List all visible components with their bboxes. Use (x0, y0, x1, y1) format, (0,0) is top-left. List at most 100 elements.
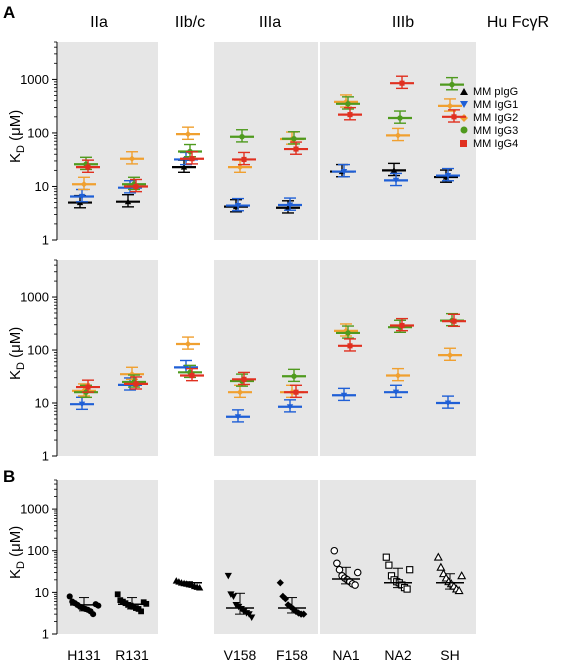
data-point (78, 193, 86, 200)
data-point (124, 198, 132, 205)
data-point (454, 585, 464, 595)
data-point (286, 202, 294, 209)
data-point (347, 343, 353, 349)
panel-label-b: B (3, 467, 15, 486)
data-point (95, 602, 102, 609)
chart-panel: 1 10 100 1000 KD (μM) (7, 259, 466, 464)
x-tick-label: V158 (224, 647, 257, 663)
data-point (457, 571, 467, 580)
data-point (80, 181, 88, 188)
data-point (114, 591, 121, 598)
shaded-band (214, 480, 318, 634)
data-point (85, 164, 91, 170)
y-tick-label: 10 (35, 396, 49, 411)
header-iiia: IIIa (259, 14, 281, 31)
data-point (85, 384, 91, 390)
chart-panel: 1 10 100 1000 KD (μM) (7, 41, 466, 248)
data-point (284, 601, 292, 609)
y-axis-label-main: K (7, 569, 24, 579)
header-iia: IIa (90, 14, 108, 31)
shaded-band (214, 260, 318, 456)
data-point (335, 565, 344, 574)
data-point (184, 130, 192, 138)
y-tick-label: 1 (42, 233, 49, 248)
legend-item: MM pIgG (460, 86, 518, 98)
data-point (143, 600, 150, 607)
legend-item: MM IgG3 (460, 125, 518, 137)
data-point (390, 167, 398, 173)
data-point (236, 163, 244, 171)
data-point (300, 610, 308, 618)
legend-label: MM pIgG (473, 86, 518, 98)
data-point (403, 585, 411, 593)
shaded-group-bands (58, 42, 476, 634)
data-point (248, 614, 256, 622)
data-point (451, 318, 457, 324)
legend-item: MM IgG1 (460, 99, 518, 111)
data-point (234, 414, 242, 420)
legend-marker-igg1 (460, 101, 468, 108)
y-tick-label: 100 (27, 125, 49, 140)
shaded-band (58, 42, 158, 240)
data-point (189, 372, 195, 379)
y-axis-label-main: K (7, 153, 24, 163)
data-point (224, 572, 232, 580)
data-point (292, 607, 300, 615)
data-point (392, 389, 400, 396)
chart-panel: 1 10 100 1000 KD (μM) H131 R131 V158 F158 NA1 NA2 S… (7, 479, 467, 663)
y-tick-label: 10 (35, 179, 49, 194)
data-point (182, 364, 190, 371)
data-point (345, 101, 351, 107)
header-iibc: IIb/c (175, 14, 205, 31)
data-point (78, 401, 86, 408)
y-axis-label-unit: (μM) (7, 110, 24, 145)
y-tick-label: 1000 (20, 502, 49, 517)
data-point (399, 322, 405, 329)
data-point (392, 177, 400, 184)
data-point (399, 80, 405, 86)
data-point (128, 155, 136, 162)
data-point (394, 132, 402, 139)
y-tick-label: 1000 (20, 72, 49, 87)
data-point (291, 135, 297, 142)
data-point (444, 172, 452, 179)
y-axis-label: KD (μM) (7, 110, 27, 163)
legend-marker-igg3 (460, 126, 468, 134)
data-point (436, 562, 446, 571)
data-point (330, 546, 339, 555)
data-point (293, 146, 299, 152)
y-tick-label: 1 (42, 627, 49, 642)
data-point (196, 584, 204, 591)
data-point (446, 102, 454, 110)
y-axis-label-unit: (μM) (7, 526, 24, 561)
data-point (234, 202, 242, 209)
data-point (239, 134, 245, 140)
y-tick-label: 1000 (20, 290, 49, 305)
legend-label: MM IgG3 (473, 125, 518, 137)
data-point (276, 579, 284, 587)
data-point (382, 553, 390, 561)
x-tick-label: R131 (115, 647, 149, 663)
y-tick-label: 10 (35, 585, 49, 600)
data-point (446, 351, 454, 359)
data-point (66, 593, 73, 600)
legend-marker-pigg (460, 88, 468, 95)
data-point (353, 568, 362, 577)
legend-label: MM IgG2 (473, 112, 518, 124)
legend-item: MM IgG4 (460, 138, 518, 150)
x-tick-label: H131 (67, 647, 101, 663)
shaded-band (320, 480, 476, 634)
data-point (133, 183, 139, 190)
data-point (351, 581, 359, 589)
x-tick-label: NA2 (384, 647, 411, 663)
legend: MM pIgG MM IgG1 MM IgG2 MM IgG3 MM IgG4 (460, 86, 518, 150)
y-tick-label: 100 (27, 343, 49, 358)
data-point (286, 404, 294, 410)
data-point (279, 592, 287, 601)
data-point (406, 566, 414, 574)
legend-label: MM IgG4 (473, 138, 518, 150)
data-point (236, 388, 244, 396)
data-point (451, 114, 457, 120)
data-point (241, 156, 247, 162)
